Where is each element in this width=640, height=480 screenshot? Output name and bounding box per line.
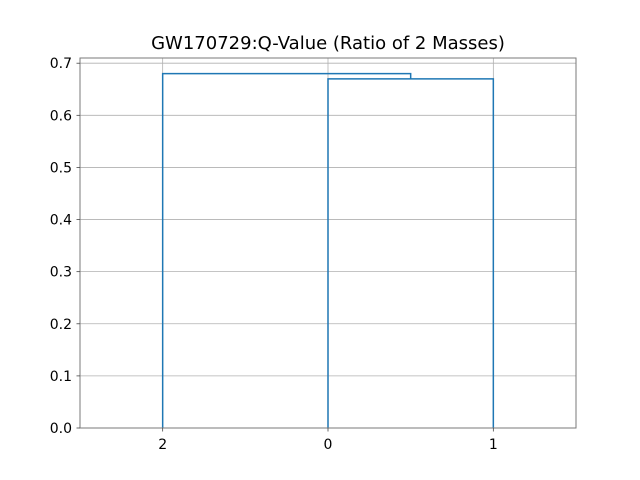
x-tick-label: 1 [489,437,498,453]
y-tick-label: 0.3 [50,265,72,281]
y-axis: 0.0 0.1 0.2 0.3 0.4 0.5 0.6 0.7 [50,56,80,437]
y-tick-label: 0.5 [50,160,72,176]
x-axis: 2 0 1 [158,428,498,453]
y-tick-label: 0.6 [50,108,72,124]
y-tick-label: 0.1 [50,369,72,385]
chart-title: GW170729:Q-Value (Ratio of 2 Masses) [151,33,505,54]
y-tick-label: 0.0 [50,421,72,437]
dendrogram-link [327,78,495,428]
x-tick-label: 2 [158,437,167,453]
dendrogram-link [161,72,412,428]
y-tick-label: 0.4 [50,213,72,229]
dendrogram-links [161,72,495,428]
x-tick-label: 0 [324,437,333,453]
y-tick-label: 0.7 [50,56,72,72]
y-tick-label: 0.2 [50,317,72,333]
